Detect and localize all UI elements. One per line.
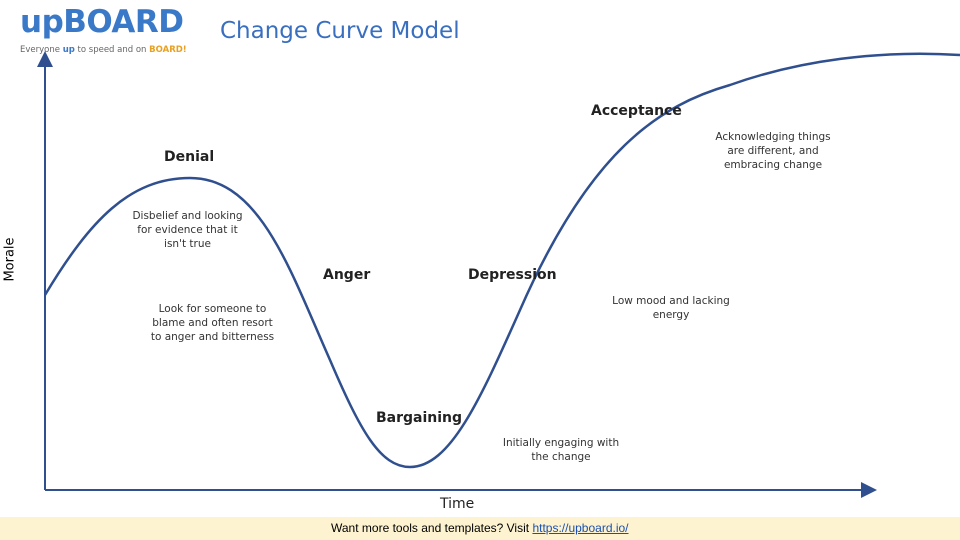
tagline-text: to speed and on — [74, 45, 150, 55]
x-axis-label: Time — [440, 496, 475, 512]
tagline: Everyone up to speed and on BOARD! — [20, 45, 187, 55]
footer-link[interactable]: https://upboard.io/ — [532, 521, 629, 535]
logo-board: BOARD — [63, 4, 184, 40]
stage-name: Denial — [164, 149, 215, 165]
footer: Want more tools and templates? Visit htt… — [331, 521, 629, 535]
logo: upBOARD — [20, 4, 184, 40]
stage-description: Acknowledging things are different, and … — [715, 131, 831, 171]
footer-text: Want more tools and templates? Visit — [331, 521, 533, 535]
tagline-up: up — [62, 45, 75, 55]
footer-band — [0, 517, 960, 540]
title: Change Curve Model — [220, 18, 460, 44]
stage-description: Look for someone to blame and often reso… — [150, 303, 275, 343]
change-curve — [43, 52, 960, 469]
stage-name: Bargaining — [376, 410, 463, 426]
stage-name: Depression — [468, 267, 557, 283]
tagline-board: BOARD! — [149, 45, 187, 55]
stage-name: Anger — [323, 267, 371, 283]
stage-name: Acceptance — [591, 103, 682, 119]
stage-description: Disbelief and looking for evidence that … — [132, 210, 243, 250]
stage-description: Initially engaging with the change — [502, 437, 620, 463]
logo-up: up — [20, 4, 64, 40]
y-axis-label: Morale — [2, 237, 18, 282]
tagline-text: Everyone — [20, 45, 63, 55]
stage-description: Low mood and lacking energy — [612, 295, 730, 321]
